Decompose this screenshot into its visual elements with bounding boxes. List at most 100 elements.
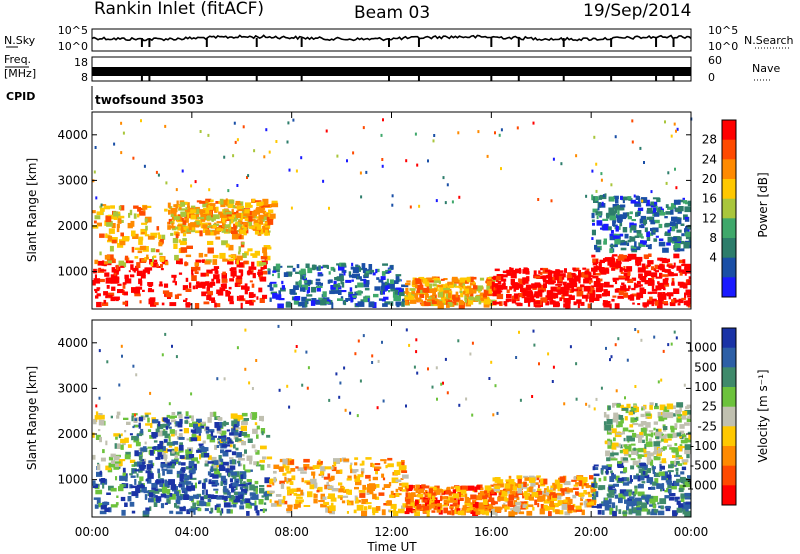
range-cell (129, 209, 133, 216)
range-cell (390, 490, 394, 495)
range-cell (210, 431, 214, 437)
range-cell (547, 352, 550, 356)
range-cell (99, 278, 105, 283)
range-cell (464, 498, 471, 503)
range-cell (278, 466, 284, 470)
colorbar-frame (721, 327, 737, 506)
range-cell (357, 276, 360, 280)
range-cell (548, 511, 552, 517)
range-cell (648, 434, 653, 437)
range-cell (309, 478, 317, 485)
range-cell (657, 292, 663, 298)
range-cell (393, 470, 401, 475)
range-cell (504, 508, 507, 512)
range-cell (236, 230, 240, 233)
range-cell (260, 445, 267, 450)
range-cell (645, 265, 649, 269)
range-cell (494, 479, 501, 483)
range-cell (395, 274, 402, 277)
range-cell (616, 424, 620, 428)
range-cell (587, 303, 592, 309)
power-colorbar-label: Power [dB] (756, 172, 770, 237)
range-cell (673, 330, 676, 334)
range-cell (134, 479, 137, 485)
range-cell (610, 458, 618, 461)
range-cell (616, 258, 621, 265)
range-cell (668, 464, 673, 469)
range-cell (385, 269, 389, 272)
range-cell (654, 270, 659, 273)
range-cell (127, 496, 132, 502)
range-cell (510, 508, 514, 511)
range-cell (210, 203, 216, 206)
range-cell (457, 279, 461, 283)
range-cell (202, 202, 208, 208)
range-cell (663, 302, 669, 306)
range-cell (682, 197, 685, 200)
range-cell (404, 295, 412, 298)
range-cell (556, 288, 561, 293)
range-cell (604, 193, 607, 197)
range-cell (620, 247, 627, 251)
range-cell (606, 464, 613, 467)
range-cell (320, 503, 327, 508)
range-cell (236, 221, 241, 227)
range-cell (376, 484, 380, 488)
range-cell (406, 280, 411, 283)
range-cell (488, 377, 491, 380)
range-cell (634, 235, 639, 238)
range-cell (518, 330, 520, 334)
range-cell (603, 223, 609, 227)
range-cell (676, 417, 682, 423)
range-cell (508, 486, 515, 491)
range-cell (670, 426, 677, 430)
range-cell (250, 502, 256, 506)
range-cell (675, 129, 677, 133)
range-cell (267, 268, 270, 271)
range-cell (190, 184, 193, 188)
range-cell (217, 441, 221, 444)
range-cell (177, 422, 183, 428)
range-cell (381, 164, 384, 168)
range-cell (647, 260, 654, 264)
range-cell (284, 476, 287, 483)
range-cell (659, 498, 667, 505)
range-cell (336, 263, 341, 266)
range-cell (134, 256, 139, 259)
range-cell (614, 303, 620, 309)
range-cell (145, 205, 152, 208)
range-cell (680, 439, 688, 444)
range-cell (168, 435, 171, 442)
range-cell (526, 276, 530, 282)
range-cell (612, 295, 617, 298)
range-cell (211, 268, 218, 271)
range-cell (652, 298, 657, 302)
range-cell (583, 500, 588, 506)
range-cell (595, 397, 598, 401)
range-cell (573, 274, 577, 278)
range-cell (305, 350, 308, 354)
range-cell (595, 278, 600, 283)
range-cell (474, 501, 479, 508)
range-cell (328, 271, 331, 275)
range-cell (567, 505, 575, 511)
range-cell (593, 464, 599, 467)
range-cell (564, 511, 571, 516)
range-cell (237, 234, 242, 240)
range-cell (627, 216, 632, 220)
range-cell (196, 427, 202, 434)
range-cell (227, 492, 231, 496)
range-cell (439, 287, 446, 293)
range-cell (287, 121, 290, 125)
range-cell (591, 493, 595, 496)
range-cell (184, 217, 189, 223)
range-cell (640, 421, 647, 426)
range-cell (577, 302, 580, 309)
colorbar-tick-label: 25 (702, 400, 717, 414)
range-cell (429, 486, 437, 491)
colorbar-tick-label: -1000 (682, 478, 717, 492)
range-cell (213, 488, 219, 491)
range-cell (607, 405, 611, 410)
range-cell (637, 230, 640, 235)
